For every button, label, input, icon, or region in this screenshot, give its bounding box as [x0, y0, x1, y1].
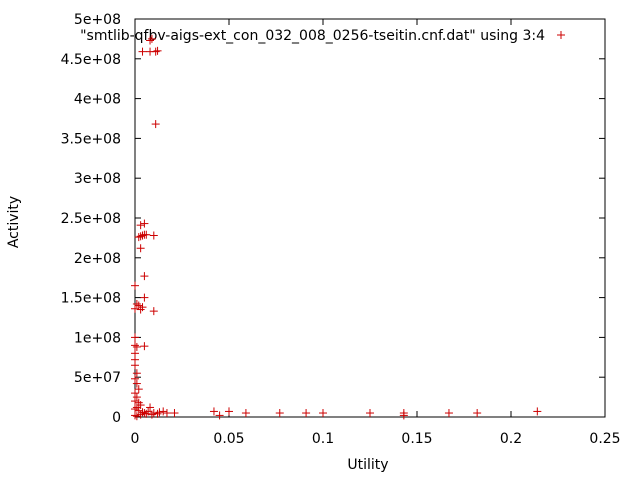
data-point [444, 409, 453, 418]
y-tick-label: 3.5e+08 [61, 131, 121, 147]
data-point [473, 409, 482, 418]
x-axis-ticks: 0 0.05 0.1 0.15 0.2 0.25 [131, 19, 621, 447]
data-point [275, 409, 284, 418]
data-point [132, 403, 141, 412]
y-tick-label: 1.5e+08 [61, 291, 121, 307]
data-point [140, 272, 149, 281]
data-point [147, 410, 156, 419]
legend: "smtlib-qfbv-aigs-ext_con_032_008_0256-t… [80, 28, 565, 44]
y-tick-label: 5e+08 [74, 12, 121, 28]
data-point [142, 230, 151, 239]
series-points [131, 34, 542, 421]
legend-marker [557, 31, 565, 39]
y-axis-title: Activity [6, 196, 22, 248]
data-point [151, 47, 160, 56]
data-point [146, 403, 155, 412]
data-point [319, 409, 327, 418]
data-point [134, 385, 143, 394]
data-point [138, 303, 147, 312]
plot-frame [134, 18, 606, 418]
data-point [132, 412, 141, 421]
data-point [215, 411, 224, 420]
data-point [140, 219, 149, 228]
data-point [149, 307, 158, 316]
data-point [149, 231, 158, 240]
y-axis-ticks: 0 5e+07 1e+08 1.5e+08 2e+08 2.5e+08 3e+08 3.5e+… [61, 12, 605, 426]
data-point [136, 244, 145, 253]
data-point [131, 397, 139, 406]
data-point [136, 221, 145, 230]
data-point [131, 333, 139, 342]
data-point [132, 393, 141, 402]
data-point [140, 409, 149, 418]
data-point [131, 411, 139, 420]
data-point [134, 406, 143, 415]
data-point [147, 34, 156, 43]
y-tick-label: 4.5e+08 [61, 52, 121, 68]
data-point [140, 293, 149, 302]
data-point [131, 304, 139, 313]
y-tick-label: 0 [112, 410, 121, 426]
data-point [138, 47, 147, 56]
data-point [153, 46, 162, 55]
data-point [132, 342, 141, 351]
x-tick-label: 0.05 [213, 431, 244, 447]
legend-marker-plus [557, 31, 565, 39]
legend-series-label: "smtlib-qfbv-aigs-ext_con_032_008_0256-t… [80, 28, 545, 44]
data-point [134, 301, 143, 310]
data-point [366, 409, 374, 418]
x-tick-label: 0.15 [401, 431, 432, 447]
y-tick-label: 3e+08 [74, 171, 121, 187]
data-point [159, 407, 168, 416]
data-point [131, 374, 139, 383]
y-tick-label: 2.5e+08 [61, 211, 121, 227]
data-point [140, 342, 149, 351]
y-tick-label: 1e+08 [74, 330, 121, 346]
x-tick-label: 0.25 [589, 431, 620, 447]
data-point [155, 408, 164, 417]
data-point [144, 407, 153, 416]
data-point [132, 299, 141, 308]
data-point [241, 409, 250, 418]
x-tick-label: 0.1 [312, 431, 334, 447]
y-tick-label: 4e+08 [74, 92, 121, 108]
y-tick-label: 2e+08 [74, 251, 121, 267]
data-point [170, 409, 179, 418]
x-tick-label: 0 [131, 431, 140, 447]
data-point [162, 409, 171, 418]
data-point [131, 281, 139, 290]
x-tick-label: 0.2 [500, 431, 522, 447]
data-point [134, 233, 143, 242]
data-point [209, 407, 218, 416]
data-point [138, 231, 147, 240]
data-point [151, 120, 160, 129]
x-axis-title: Utility [347, 457, 388, 473]
data-point [399, 411, 408, 420]
data-point [146, 36, 155, 45]
data-point [225, 407, 233, 416]
data-point [131, 341, 139, 350]
data-point [302, 409, 311, 418]
data-point [132, 369, 141, 378]
data-point [131, 389, 139, 398]
data-point [132, 379, 141, 388]
data-point [533, 407, 542, 416]
data-point [136, 410, 145, 419]
data-point [153, 409, 162, 418]
data-point [131, 361, 139, 370]
data-point [136, 232, 145, 241]
data-point [149, 409, 158, 418]
y-tick-label: 5e+07 [74, 370, 121, 386]
